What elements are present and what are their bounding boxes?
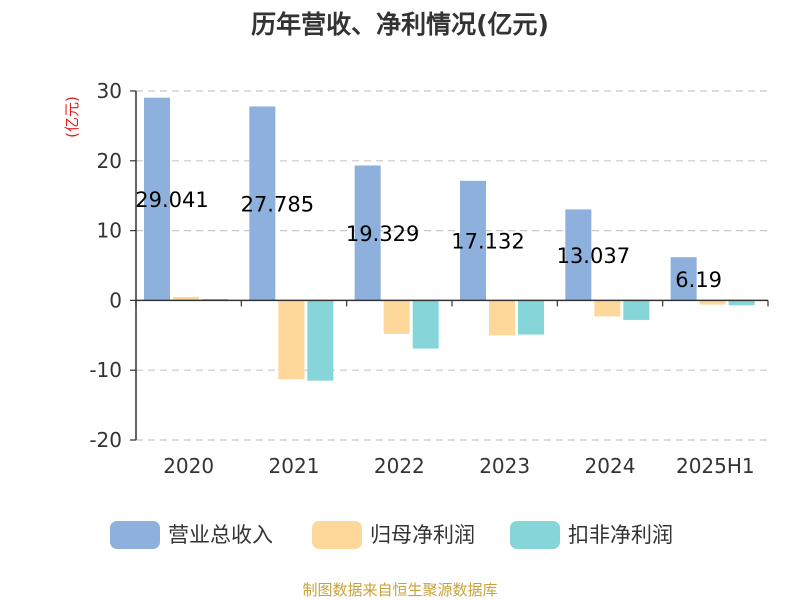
bars [144,97,755,381]
x-tick-label: 2021 [269,454,320,478]
legend-swatch-1 [110,521,160,549]
y-axis-unit-label: (亿元) [63,96,81,138]
bar-1-2021 [249,106,276,301]
y-tick-label: 0 [109,288,122,312]
x-tick-label: 2020 [163,454,214,478]
legend-swatch-3 [510,521,560,549]
bar-3-2022 [412,300,439,349]
bar-2-2020 [173,296,199,301]
source-note: 制图数据来自恒生聚源数据库 [302,581,497,599]
y-axis-tick-labels: 30 20 10 0 -10 -20 [89,79,122,452]
data-labels: 29.041 27.785 19.329 17.132 13.037 6.19 [135,188,722,292]
bar-3-2025H1 [728,300,755,306]
legend-label-1: 营业总收入 [168,523,273,547]
bar-2-2025H1 [699,300,726,305]
bar-1-2025H1 [670,257,697,301]
legend-swatch-2 [312,521,362,549]
data-label: 29.041 [135,188,208,212]
bar-1-2024 [565,209,592,301]
y-tick-label: 30 [97,79,122,103]
bar-1-2022 [354,165,381,301]
x-tick-label: 2025H1 [676,454,755,478]
x-axis-tick-labels: 2020 2021 2022 2023 2024 2025H1 [163,454,754,478]
legend-label-2: 归母净利润 [370,523,475,547]
axes [130,90,769,441]
bar-2-2021 [278,300,305,380]
legend-label-3: 扣非净利润 [568,523,673,547]
bar-1-2020 [144,97,170,301]
bar-2-2022 [383,300,410,334]
chart-title: 历年营收、净利情况(亿元) [251,10,549,39]
bar-3-2024 [623,300,650,320]
y-tick-label: 10 [97,219,122,243]
grid-lines [136,90,768,441]
bar-2-2023 [489,300,515,336]
bar-3-2021 [307,300,334,381]
legend: 营业总收入 归母净利润 扣非净利润 [110,521,673,549]
data-label: 27.785 [241,192,314,216]
x-tick-label: 2024 [585,454,636,478]
data-label: 6.19 [675,268,722,292]
bar-1-2023 [460,180,486,301]
data-label: 17.132 [451,230,524,254]
y-tick-label: 20 [97,149,122,173]
data-label: 19.329 [346,222,419,246]
data-label: 13.037 [557,244,630,268]
bar-2-2024 [594,300,621,317]
y-tick-label: -10 [89,358,122,382]
x-tick-label: 2022 [374,454,425,478]
y-tick-label: -20 [89,428,122,452]
x-tick-label: 2023 [479,454,530,478]
bar-3-2023 [518,300,544,335]
